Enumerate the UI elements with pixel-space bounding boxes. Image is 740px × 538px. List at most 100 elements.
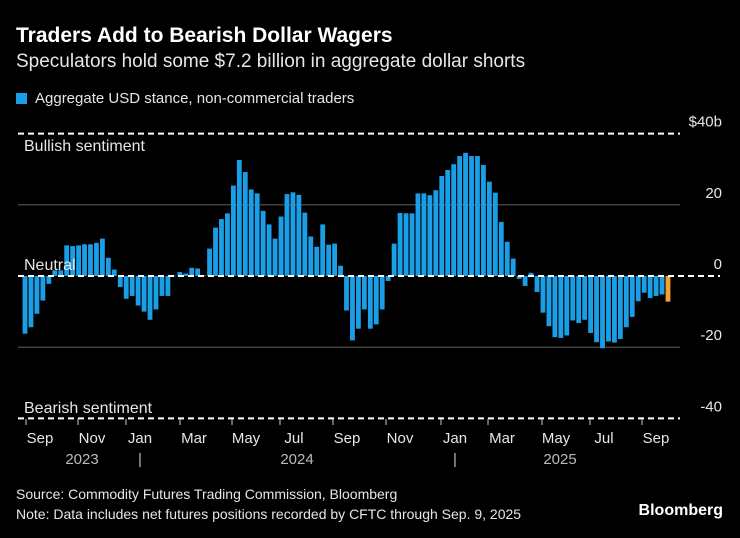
bar <box>213 227 218 276</box>
bar <box>34 276 40 314</box>
source-text: Source: Commodity Futures Trading Commis… <box>16 486 398 502</box>
bar <box>623 276 629 328</box>
bar <box>117 276 123 288</box>
bar <box>397 212 403 276</box>
bar <box>153 276 159 310</box>
chart-title: Traders Add to Bearish Dollar Wagers <box>16 24 393 47</box>
bar <box>40 276 46 301</box>
bar <box>600 276 605 349</box>
bar <box>236 159 242 276</box>
bar <box>457 156 463 276</box>
bar <box>576 276 582 323</box>
bar <box>183 273 189 276</box>
bar <box>326 244 332 276</box>
x-tick-label: Sep <box>27 430 54 447</box>
bar <box>361 276 367 310</box>
bar <box>165 276 171 296</box>
bar <box>391 243 397 276</box>
bar <box>594 276 599 343</box>
x-tick-label: Jul <box>284 430 303 447</box>
bar <box>260 210 266 276</box>
bar <box>385 276 391 281</box>
bar <box>88 244 93 276</box>
bar <box>617 276 623 340</box>
bar <box>469 156 474 276</box>
bar <box>635 276 641 302</box>
bar <box>421 193 427 276</box>
bar <box>284 194 290 276</box>
bar <box>58 270 64 276</box>
bar <box>332 243 337 276</box>
bar <box>99 238 105 276</box>
x-tick-label: Nov <box>387 430 414 447</box>
bar <box>254 193 260 276</box>
bar <box>534 276 540 293</box>
annotation-label: Neutral <box>24 257 76 274</box>
bar <box>516 276 522 279</box>
bar <box>350 276 355 341</box>
legend-swatch <box>16 93 27 104</box>
bar <box>653 276 659 296</box>
bar <box>659 276 665 295</box>
bar <box>409 213 415 276</box>
bar <box>207 248 212 276</box>
legend-label: Aggregate USD stance, non-commercial tra… <box>35 90 355 107</box>
annotation-label: Bearish sentiment <box>24 400 153 417</box>
bloomberg-logo: Bloomberg <box>638 502 723 519</box>
bar <box>177 272 183 276</box>
x-tick-label: Nov <box>79 430 106 447</box>
bar <box>439 175 445 276</box>
bar <box>189 267 195 276</box>
bar <box>492 192 498 276</box>
bar <box>70 246 76 276</box>
y-tick-label: -20 <box>700 327 722 344</box>
bar <box>445 169 451 276</box>
bar <box>486 181 492 276</box>
x-tick-label: Mar <box>489 430 515 447</box>
chart-subtitle: Speculators hold some $7.2 billion in ag… <box>16 51 526 72</box>
bar <box>123 276 129 299</box>
bar <box>356 276 361 329</box>
bar <box>242 172 248 276</box>
bar <box>481 164 486 276</box>
bar <box>111 269 117 276</box>
bar <box>510 258 516 276</box>
bar <box>588 276 594 333</box>
bar <box>498 221 504 276</box>
bar <box>308 236 314 276</box>
x-year-label: | <box>138 451 142 468</box>
bar <box>647 276 653 299</box>
bar <box>64 245 70 276</box>
bar <box>22 276 28 334</box>
bar <box>606 276 611 342</box>
bar <box>629 276 635 317</box>
bar <box>272 238 278 276</box>
bar <box>582 276 588 320</box>
bar <box>504 241 510 276</box>
bar <box>564 276 570 336</box>
bar <box>302 212 308 276</box>
bar <box>403 213 409 276</box>
x-tick-label: May <box>232 430 261 447</box>
bar <box>612 276 617 343</box>
x-year-label: 2023 <box>65 451 98 468</box>
bar <box>558 276 564 338</box>
y-tick-label: 0 <box>714 256 722 273</box>
legend: Aggregate USD stance, non-commercial tra… <box>16 90 354 107</box>
bar <box>367 276 373 329</box>
bar <box>475 156 480 276</box>
bar <box>28 276 34 328</box>
note-text: Note: Data includes net futures position… <box>16 506 522 522</box>
bar <box>248 189 254 276</box>
bar <box>552 276 558 338</box>
bar <box>641 276 647 293</box>
bar <box>522 276 528 286</box>
x-tick-label: Jan <box>128 430 152 447</box>
bar <box>296 194 302 276</box>
bar <box>225 213 230 276</box>
latest-bar <box>665 276 671 302</box>
bar <box>314 246 320 276</box>
bar <box>540 276 546 313</box>
bar-chart: $40b 20 0 -20 -40 Bullish sentiment Neutral Bea… <box>18 114 722 468</box>
bar <box>433 190 439 276</box>
